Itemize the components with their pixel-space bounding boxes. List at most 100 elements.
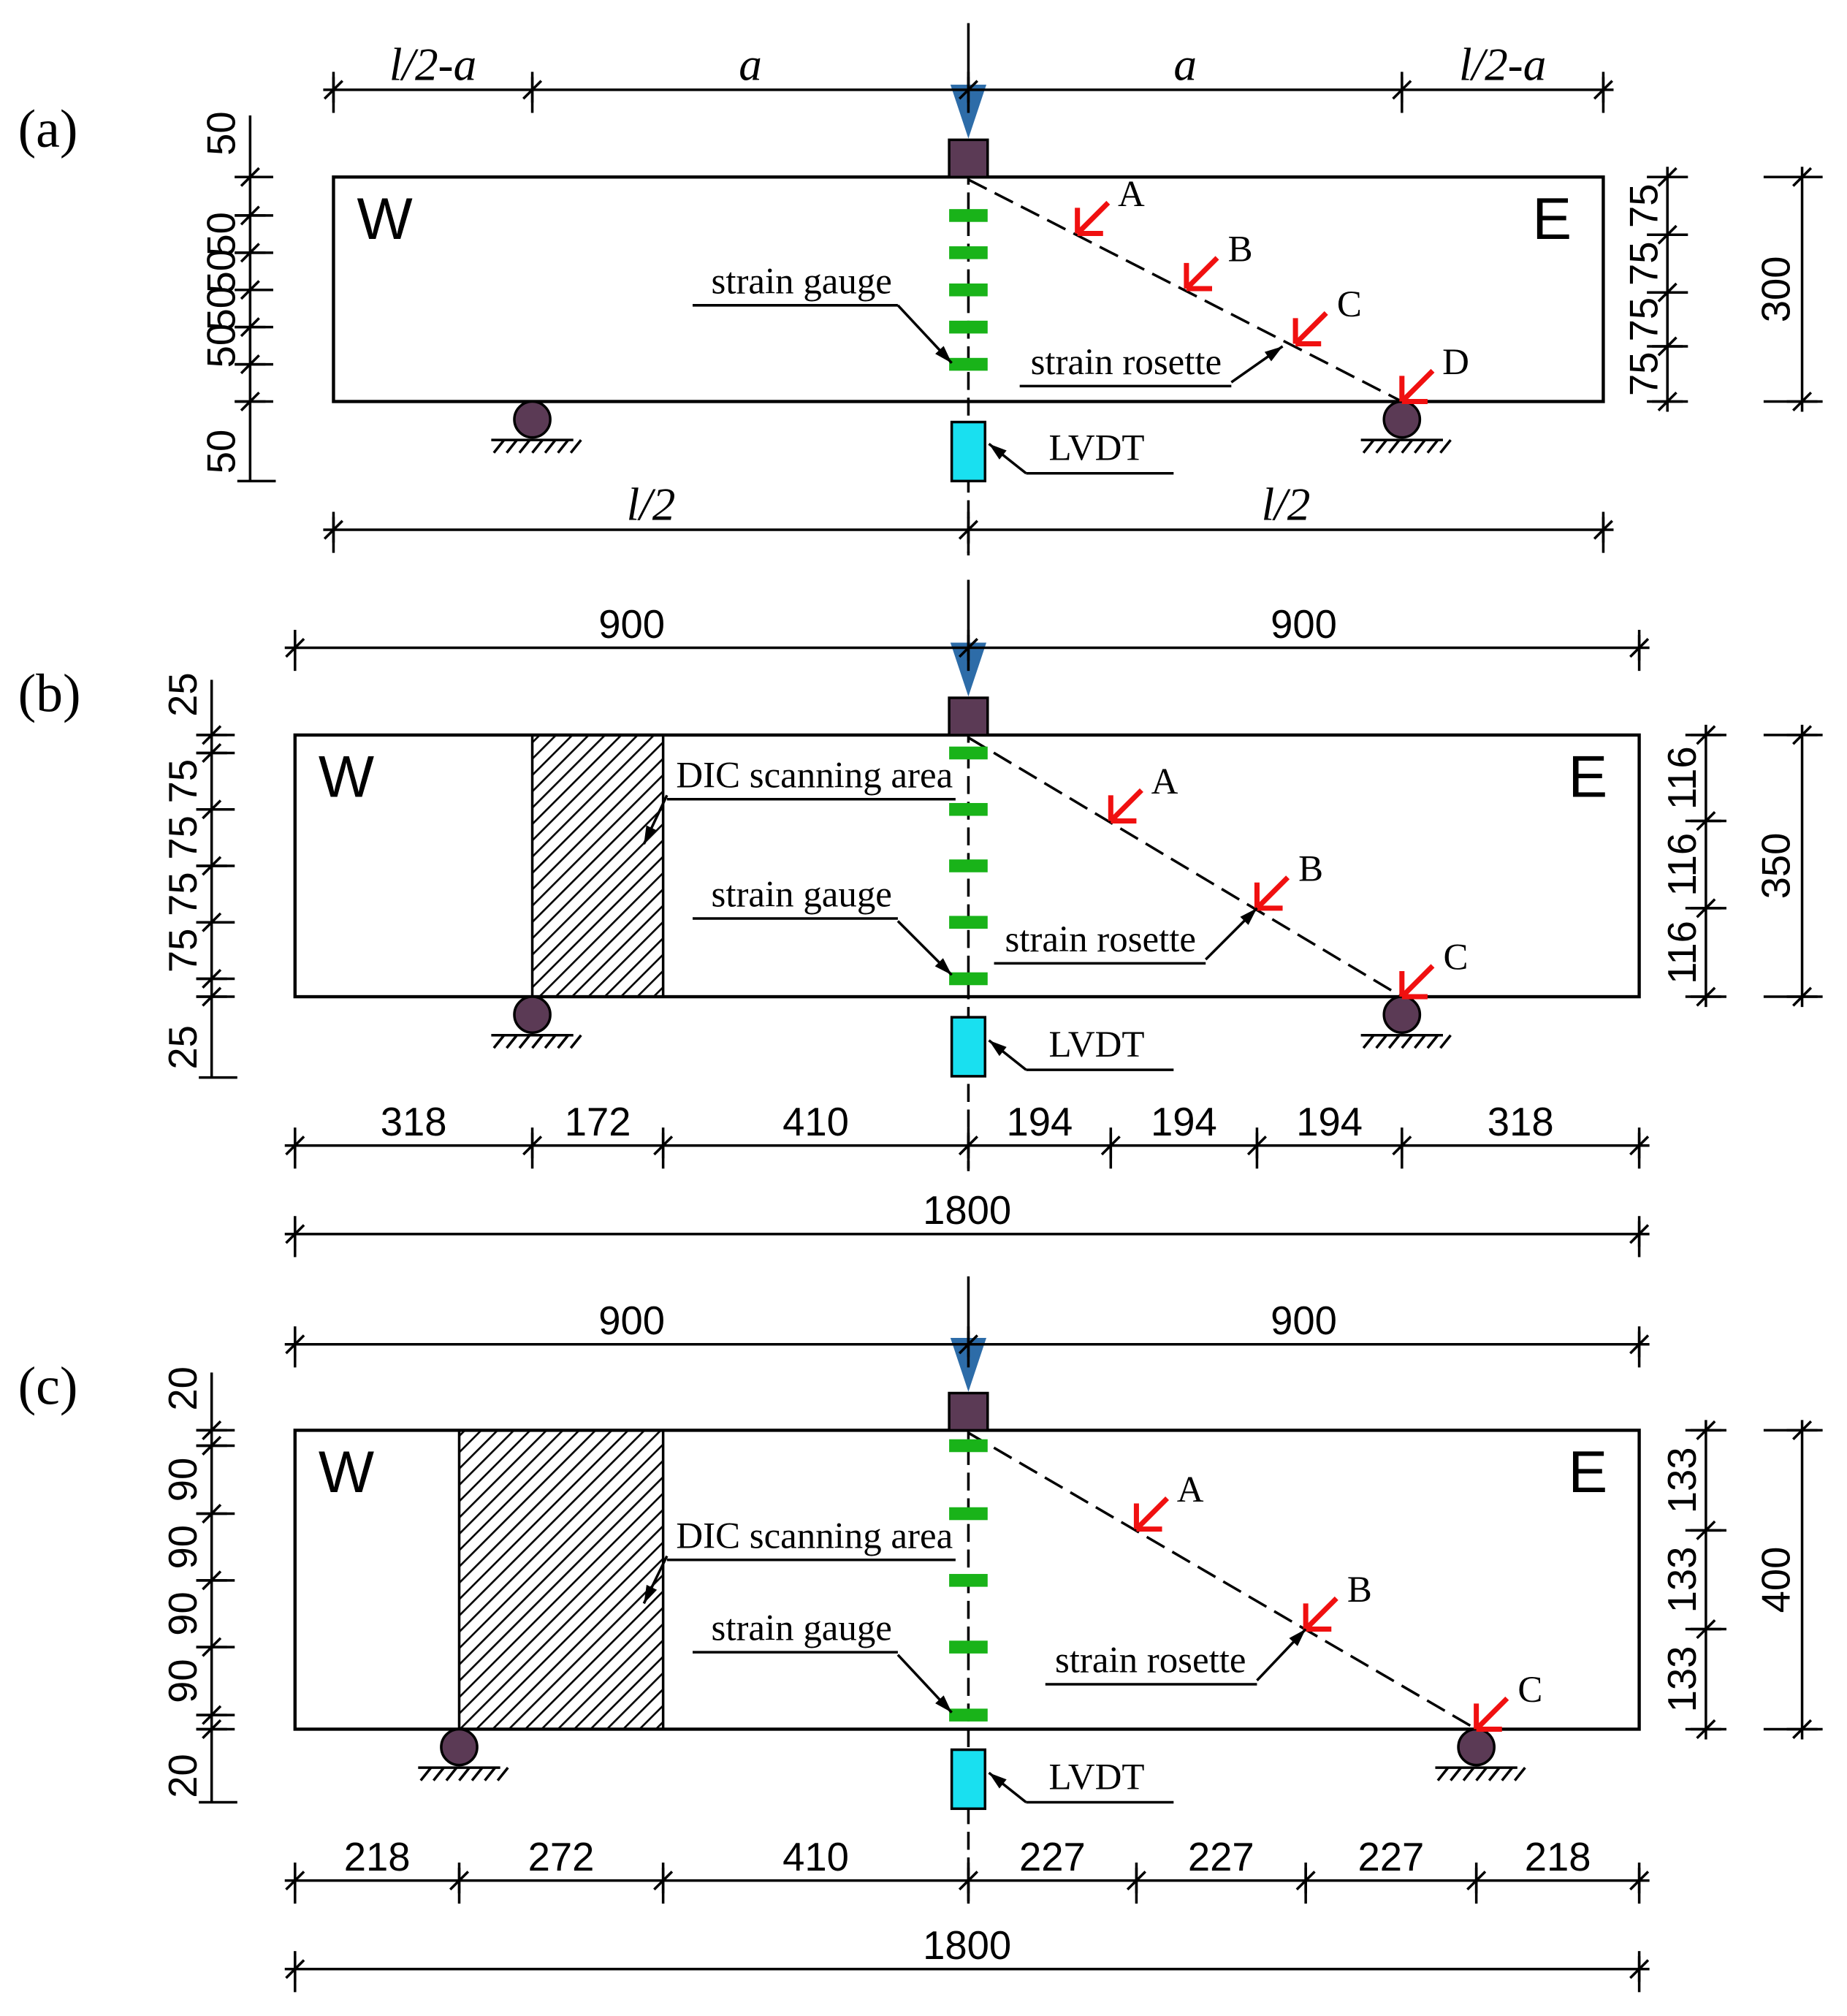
dim-label: 900	[1271, 602, 1337, 647]
leader-arrowhead	[644, 1584, 658, 1604]
strain-rosette-label: strain rosette	[1031, 342, 1222, 383]
dim-label: 25	[161, 672, 205, 717]
support-hatch	[496, 1767, 509, 1781]
leader-arrowhead	[935, 346, 952, 363]
support-hatch	[1439, 1034, 1452, 1049]
dim-label: 90	[161, 1591, 205, 1636]
dim-label: 900	[598, 1298, 665, 1343]
dim-label: 410	[782, 1835, 849, 1879]
support-hatch	[492, 439, 506, 454]
rosette-label: D	[1442, 342, 1469, 383]
strain-gauge-label: strain gauge	[712, 261, 892, 302]
dic-label: DIC scanning area	[676, 755, 953, 796]
dim-label: 900	[598, 602, 665, 647]
strain-gauge	[949, 746, 988, 760]
dim-label: 218	[344, 1835, 411, 1879]
rosette-label: C	[1444, 937, 1469, 978]
dim-label: 194	[1006, 1100, 1073, 1144]
dim-label: 350	[1753, 833, 1798, 899]
dim-label: 194	[1151, 1100, 1217, 1144]
strut-line	[967, 736, 1403, 998]
dim-label: 133	[1660, 1447, 1705, 1513]
dim-label: 1800	[923, 1923, 1011, 1968]
dim-label: 90	[161, 1458, 205, 1502]
dim-label: l/2	[1262, 479, 1311, 530]
dim-label: 75	[1621, 351, 1666, 396]
strain-rosette-label: strain rosette	[1005, 919, 1196, 960]
support-hatch	[1462, 1767, 1475, 1781]
rosette-label: B	[1228, 229, 1253, 270]
west-label: W	[319, 744, 374, 810]
dim-label: 318	[381, 1100, 447, 1144]
dim-label: 20	[161, 1754, 205, 1798]
support-hatch	[484, 1767, 497, 1781]
support-hatch	[531, 439, 544, 454]
dim-label: 172	[565, 1100, 631, 1144]
dim-label: 90	[161, 1659, 205, 1703]
strain-gauge	[949, 859, 988, 872]
strain-rosette	[1075, 200, 1111, 235]
strut-line	[967, 178, 1403, 403]
dim-label: 116	[1660, 833, 1705, 897]
dim-label: 272	[528, 1835, 595, 1879]
support-roller	[1457, 1727, 1496, 1767]
strain-gauge	[949, 916, 988, 929]
dim-label: 900	[1271, 1298, 1337, 1343]
dim-label: 20	[161, 1366, 205, 1411]
support-hatch	[1387, 439, 1401, 454]
support-hatch	[569, 439, 582, 454]
dim-label: 75	[1621, 241, 1666, 286]
dim-label: 50	[199, 249, 244, 294]
dim-label: 194	[1296, 1100, 1363, 1144]
strain-gauge	[949, 320, 988, 334]
strain-rosette	[1134, 1496, 1170, 1532]
leader-arrowhead	[934, 958, 952, 975]
strain-gauge	[949, 1439, 988, 1453]
dim-label: a	[1173, 39, 1197, 90]
dim-label: 75	[161, 815, 205, 860]
load-plate	[948, 138, 989, 179]
strain-gauge	[949, 1574, 988, 1587]
support-hatch	[1450, 1767, 1462, 1781]
rosette-label: A	[1118, 174, 1145, 215]
strain-gauge	[949, 246, 988, 259]
support-hatch	[506, 1034, 518, 1049]
strain-rosette	[1474, 1696, 1509, 1731]
dim-label: 50	[199, 286, 244, 331]
leader-arrowhead	[644, 825, 657, 845]
strain-gauge-label: strain gauge	[712, 1608, 892, 1649]
dim-label: l/2	[627, 479, 676, 530]
strain-gauge	[949, 972, 988, 986]
leader-arrowhead	[1240, 908, 1257, 925]
rosette-label: B	[1298, 848, 1323, 889]
leader-arrowhead	[989, 1040, 1007, 1057]
support-hatch	[458, 1767, 471, 1781]
support-hatch	[1426, 439, 1439, 454]
lvdt-label: LVDT	[1048, 1024, 1144, 1065]
support-hatch	[419, 1767, 433, 1781]
leader-arrowhead	[989, 444, 1007, 460]
dim-label: 25	[161, 1025, 205, 1070]
lvdt	[950, 1016, 987, 1078]
strain-gauge	[949, 357, 988, 371]
leader-arrowhead	[1289, 1629, 1306, 1646]
dim-label: a	[739, 39, 762, 90]
strain-rosette	[1400, 964, 1435, 999]
strain-rosette	[1400, 368, 1435, 403]
strain-gauge	[949, 1507, 988, 1521]
support-hatch	[445, 1767, 458, 1781]
rosette-label: A	[1151, 761, 1178, 802]
strain-gauge	[949, 1640, 988, 1654]
west-label: W	[319, 1439, 374, 1505]
dim-label: 116	[1660, 921, 1705, 984]
dic-area	[530, 734, 665, 998]
strain-rosette	[1108, 788, 1143, 823]
dim-label: 75	[161, 872, 205, 916]
dim-label: 318	[1488, 1100, 1554, 1144]
support-hatch	[1375, 439, 1388, 454]
support-hatch	[1362, 1034, 1375, 1049]
dim-label: 218	[1525, 1835, 1591, 1879]
east-label: E	[1568, 744, 1607, 810]
dim-label: 50	[199, 324, 244, 368]
